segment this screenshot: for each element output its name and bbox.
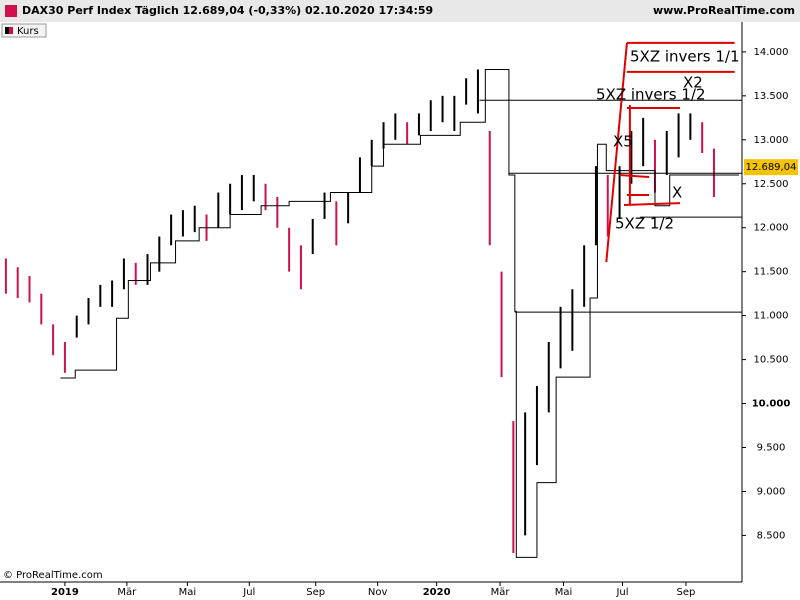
chart-title: DAX30 Perf Index Täglich 12.689,04 (-0,3…: [22, 4, 433, 17]
x-tick-label: 2020: [423, 587, 451, 598]
y-tick-label: 8.500: [757, 530, 786, 541]
y-tick-label: 11.000: [754, 311, 789, 322]
y-tick-label: 12.000: [754, 223, 789, 234]
site: www.ProRealTime.com: [653, 4, 795, 17]
x-tick-label: 2019: [51, 587, 79, 598]
stop-line: [60, 68, 740, 558]
x-tick-label: Jul: [242, 587, 255, 598]
copyright: © ProRealTime.com: [3, 570, 103, 581]
annotation: X: [672, 184, 682, 202]
annotation: 5XZ invers 1/2: [596, 86, 706, 104]
legend-icon: [9, 27, 13, 34]
y-tick-label: 10.500: [754, 355, 789, 366]
y-tick-label: 10.000: [752, 399, 791, 410]
y-tick-label: 12.500: [754, 179, 789, 190]
x-tick-label: Mai: [179, 587, 197, 598]
x-tick-label: Sep: [306, 587, 325, 598]
last-price-box: [744, 159, 798, 176]
y-tick-label: 13.500: [754, 91, 789, 102]
annotation: 5XZ 1/2: [615, 215, 674, 233]
x-tick-label: Sep: [677, 587, 696, 598]
x-tick-label: Mär: [491, 587, 511, 598]
trend-line: [619, 174, 650, 178]
y-tick-label: 9.500: [757, 442, 786, 453]
y-tick-label: 14.000: [754, 47, 789, 58]
x-tick-label: Jul: [615, 587, 628, 598]
last-price-label: 12.689,04: [746, 162, 797, 173]
y-tick-label: 13.000: [754, 135, 789, 146]
header-icon: [5, 5, 17, 17]
y-tick-label: 11.500: [754, 267, 789, 278]
x-tick-label: Mär: [117, 587, 137, 598]
y-tick-label: 9.000: [757, 486, 786, 497]
annotation: X2: [683, 74, 703, 92]
legend-icon: [5, 27, 9, 34]
x-tick-label: Nov: [368, 587, 388, 598]
annotation: 5XZ invers 1/1: [630, 48, 740, 66]
annotation: X5: [613, 133, 633, 151]
header-bar: [0, 0, 800, 22]
trend-line: [623, 202, 681, 207]
trend-line: [605, 42, 628, 263]
legend-label: Kurs: [17, 26, 39, 37]
x-tick-label: Mai: [555, 587, 573, 598]
